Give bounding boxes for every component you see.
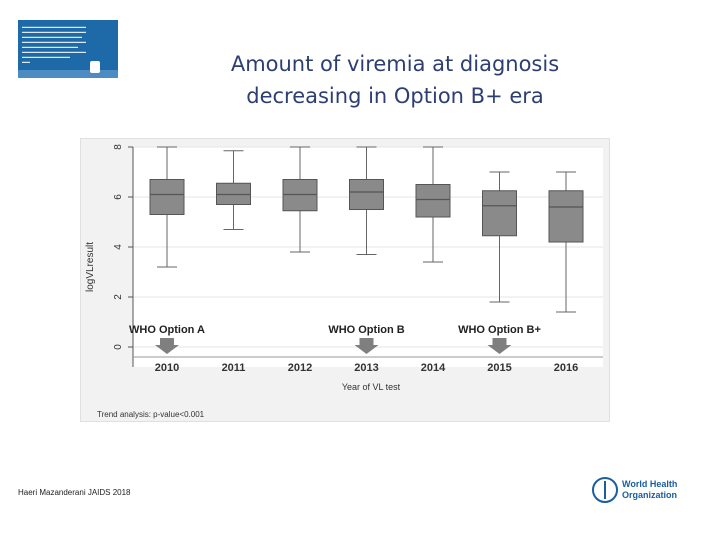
box-2013 [349,179,384,210]
citation: Haeri Mazanderani JAIDS 2018 [18,488,131,497]
annotation-label: WHO Option B [328,324,404,336]
lock-icon [90,61,100,73]
boxplot-chart: 0 2 4 6 8 logVLresult WHO Option A WHO Option B… [80,138,610,422]
x-tick-label: 2014 [421,362,446,374]
down-arrow-icon [354,338,379,354]
x-tick-label: 2015 [487,362,511,374]
down-arrow-icon [487,338,512,354]
y-tick-label: 2 [113,294,124,300]
annotation-label: WHO Option A [129,324,205,336]
box-2015 [482,190,517,237]
box-2011 [216,182,251,205]
trend-footnote: Trend analysis: p-value<0.001 [97,410,205,419]
x-tick-label: 2010 [155,362,179,374]
x-axis-label: Year of VL test [342,382,401,392]
logo-line-2: Organization [622,490,678,500]
box-2010 [149,179,185,215]
x-tick-label: 2016 [554,362,578,374]
y-axis-label: logVLresult [85,242,96,292]
who-logo: World Health Organization [592,475,692,505]
x-tick-label: 2012 [288,362,312,374]
y-tick-label: 6 [113,194,124,200]
x-tick-label: 2013 [354,362,378,374]
box-2016 [548,190,584,243]
title-line-1: Amount of viremia at diagnosis [230,52,560,76]
y-tick-label: 8 [113,144,124,150]
boxplot-svg: 0 2 4 6 8 logVLresult WHO Option A WHO Option B… [85,144,603,419]
box-2014 [415,184,451,218]
title-line-2: decreasing in Option B+ era [246,84,544,108]
y-tick-label: 0 [113,344,124,350]
badge-text: ▬▬▬▬▬▬▬▬▬▬▬▬▬▬▬▬ ▬▬▬▬▬▬▬▬▬▬▬▬▬▬▬▬ ▬▬▬▬▬▬▬▬… [22,24,86,64]
x-tick-label: 2011 [222,362,246,374]
box-2012 [282,179,318,212]
annotation-label: WHO Option B+ [458,324,541,336]
logo-line-1: World Health [622,479,678,489]
journal-badge: ▬▬▬▬▬▬▬▬▬▬▬▬▬▬▬▬ ▬▬▬▬▬▬▬▬▬▬▬▬▬▬▬▬ ▬▬▬▬▬▬▬▬… [18,20,118,78]
who-emblem-icon [592,477,618,503]
slide-title: Amount of viremia at diagnosis decreasin… [200,48,590,112]
down-arrow-icon [155,338,179,354]
badge-strip [18,70,118,78]
y-tick-label: 4 [113,244,124,250]
